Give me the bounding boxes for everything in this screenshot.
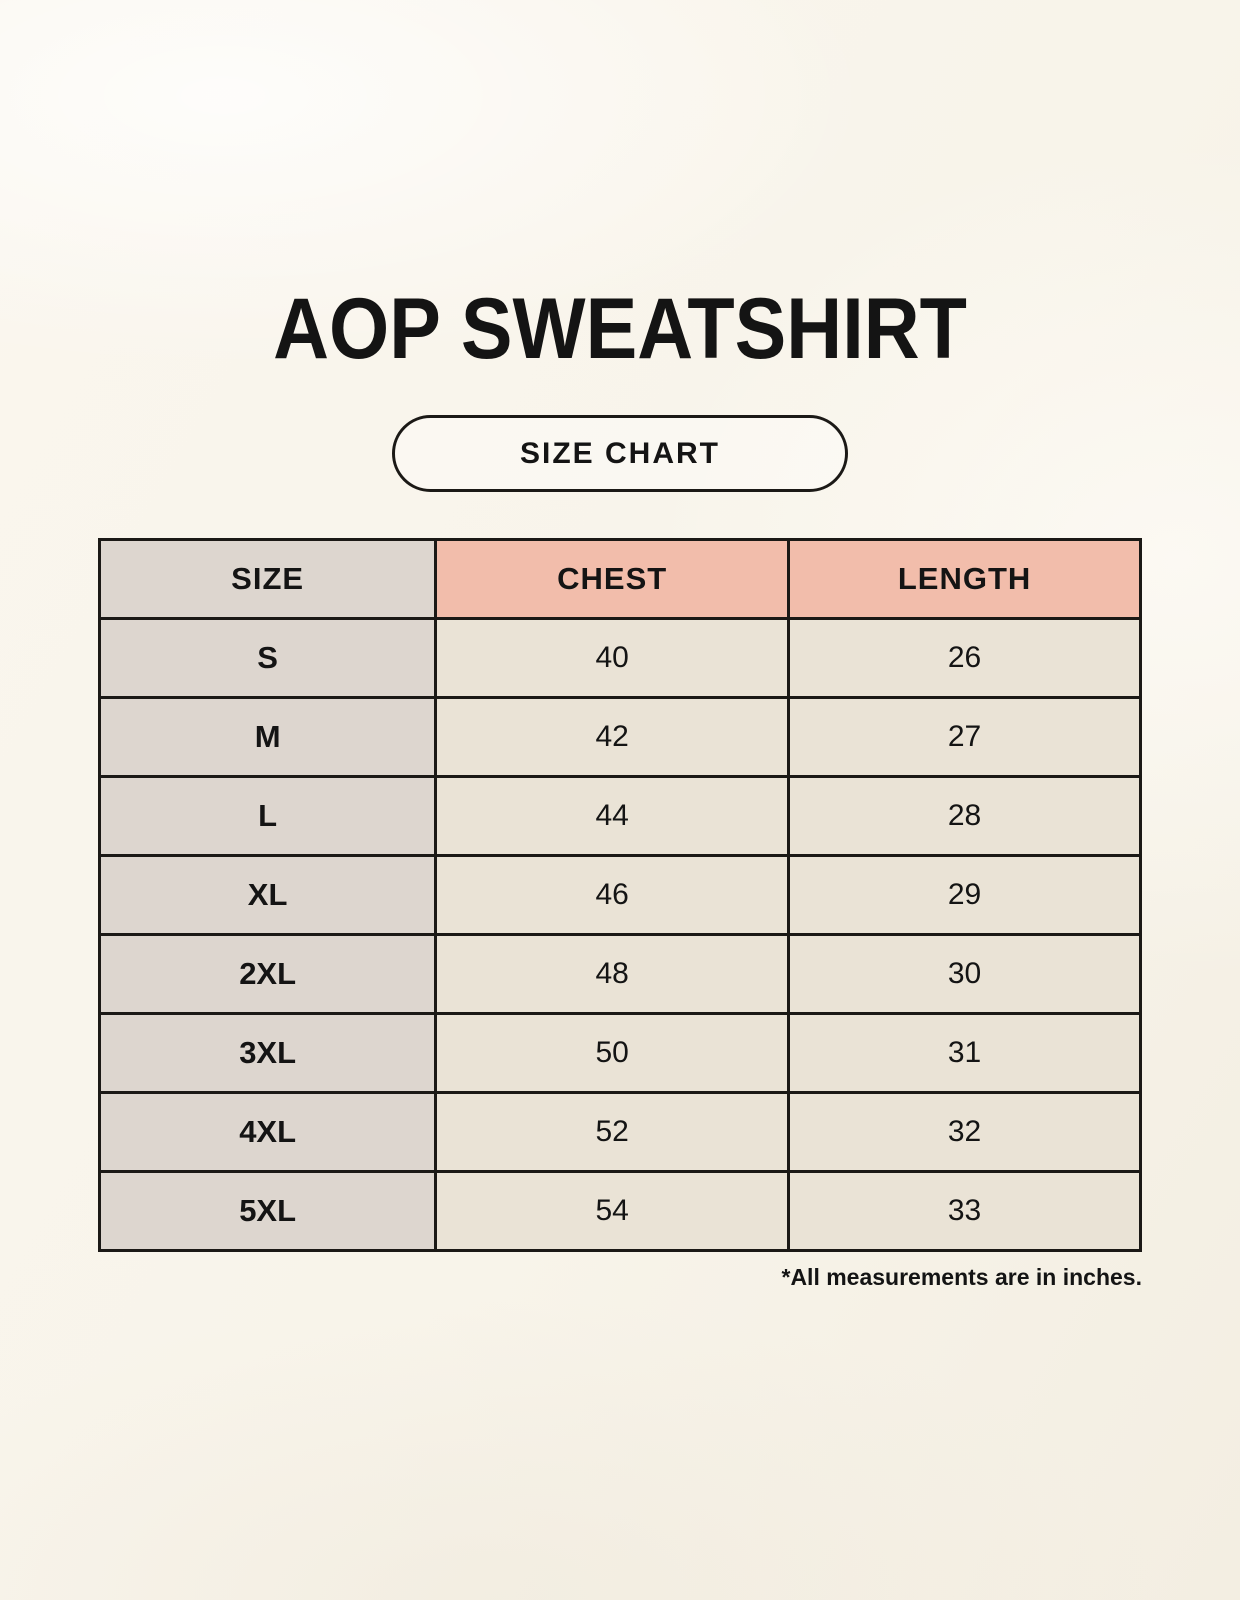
size-cell: XL (97, 854, 438, 936)
size-cell: 2XL (97, 933, 438, 1015)
page-title: AOP SWEATSHIRT (273, 281, 967, 377)
column-header-length: LENGTH (787, 538, 1142, 620)
length-cell: 28 (787, 775, 1142, 857)
table-header-row: SIZE CHEST LENGTH (97, 538, 1142, 620)
size-table: SIZE CHEST LENGTH S 40 26 M 42 27 L 44 28 XL 46 29 2… (97, 538, 1142, 1252)
length-cell: 27 (787, 696, 1142, 778)
chest-cell: 54 (434, 1170, 791, 1252)
chest-cell: 52 (434, 1091, 791, 1173)
chest-cell: 46 (434, 854, 791, 936)
size-table-body: S 40 26 M 42 27 L 44 28 XL 46 29 2XL 48 30 3XL 50 31 4XL 52… (97, 617, 1142, 1252)
length-cell: 32 (787, 1091, 1142, 1173)
chest-cell: 50 (434, 1012, 791, 1094)
table-row: 5XL 54 33 (97, 1170, 1142, 1252)
length-cell: 26 (787, 617, 1142, 699)
table-row: L 44 28 (97, 775, 1142, 857)
chest-cell: 42 (434, 696, 791, 778)
size-cell: M (97, 696, 438, 778)
table-row: S 40 26 (97, 617, 1142, 699)
chest-cell: 40 (434, 617, 791, 699)
length-cell: 29 (787, 854, 1142, 936)
chest-cell: 44 (434, 775, 791, 857)
table-row: M 42 27 (97, 696, 1142, 778)
table-row: XL 46 29 (97, 854, 1142, 936)
length-cell: 31 (787, 1012, 1142, 1094)
size-chart-badge-label: SIZE CHART (520, 436, 720, 470)
size-chart-badge: SIZE CHART (392, 415, 848, 492)
table-row: 2XL 48 30 (97, 933, 1142, 1015)
size-cell: 3XL (97, 1012, 438, 1094)
size-cell: 5XL (97, 1170, 438, 1252)
length-cell: 30 (787, 933, 1142, 1015)
column-header-size: SIZE (97, 538, 438, 620)
size-cell: 4XL (97, 1091, 438, 1173)
size-cell: S (97, 617, 438, 699)
measurement-note: *All measurements are in inches. (781, 1264, 1143, 1290)
length-cell: 33 (787, 1170, 1142, 1252)
chest-cell: 48 (434, 933, 791, 1015)
table-row: 4XL 52 32 (97, 1091, 1142, 1173)
size-cell: L (97, 775, 438, 857)
table-row: 3XL 50 31 (97, 1012, 1142, 1094)
column-header-chest: CHEST (434, 538, 791, 620)
